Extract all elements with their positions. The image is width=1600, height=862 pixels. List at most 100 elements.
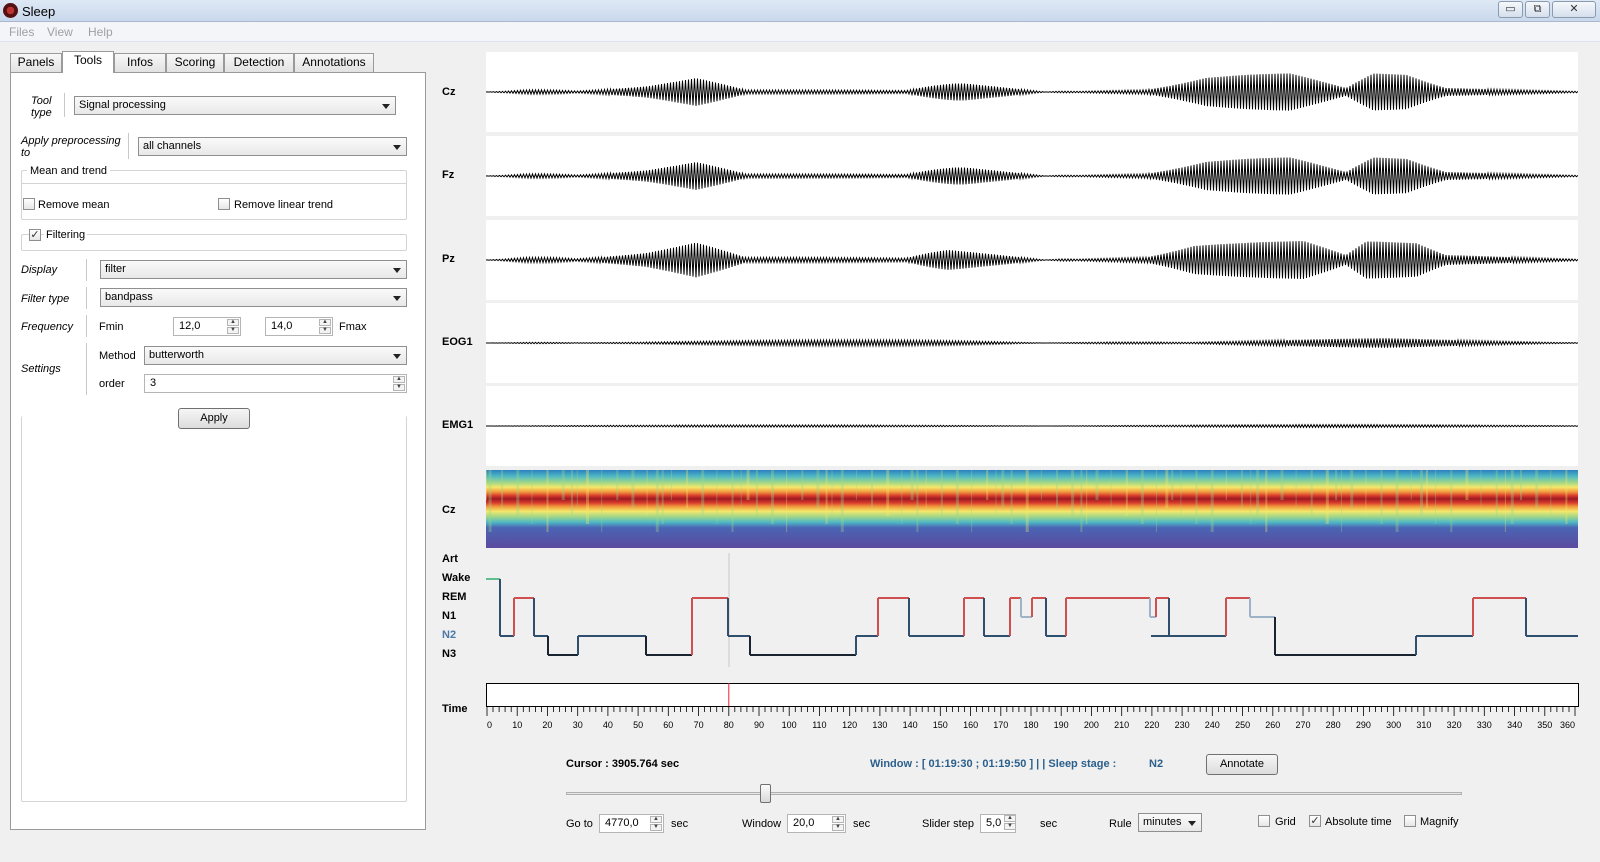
absolute-time-checkbox[interactable]: ✓: [1309, 815, 1321, 827]
spectrogram-streak: [616, 470, 619, 500]
separator: [86, 315, 87, 337]
spectrogram-streak: [486, 470, 487, 500]
mean-trend-group: [21, 170, 407, 220]
spectrogram-streak: [986, 470, 989, 500]
rule-select[interactable]: minutes: [1138, 813, 1202, 832]
spectrogram-streak: [1180, 470, 1182, 516]
hypnogram[interactable]: [486, 553, 1578, 667]
timeline-tick-label: 80: [724, 720, 734, 730]
tool-type-select[interactable]: Signal processing: [74, 96, 396, 115]
fmin-input[interactable]: 12,0 ▲ ▼: [173, 317, 241, 336]
signal-trace: [486, 338, 1579, 348]
timeline[interactable]: 0 10 20 30 40 50 60 70 80 90 100 110 120 130 140 150 160…: [486, 683, 1580, 733]
spectrogram-streak: [771, 470, 774, 524]
spectrogram-streak: [1520, 470, 1522, 500]
spectrogram-streak: [1080, 470, 1083, 532]
display-select[interactable]: filter: [100, 260, 407, 279]
spin-down-icon[interactable]: ▼: [1004, 823, 1016, 830]
spectrogram-streak: [995, 470, 997, 516]
magnify-checkbox[interactable]: [1404, 815, 1416, 827]
tab-panels[interactable]: Panels: [10, 53, 62, 72]
close-button[interactable]: ✕: [1552, 1, 1596, 18]
spin-down-icon[interactable]: ▼: [393, 384, 405, 391]
spin-up-icon[interactable]: ▲: [832, 816, 844, 823]
display-value: filter: [105, 263, 126, 275]
spectrogram-streak: [546, 470, 549, 532]
slider-step-value: 5,0: [986, 817, 1002, 829]
time-slider-handle[interactable]: [760, 784, 771, 803]
signal-plot-eog1[interactable]: [486, 303, 1579, 383]
signal-plot-fz[interactable]: [485, 136, 1579, 216]
apply-to-select[interactable]: all channels: [138, 137, 407, 156]
spectrogram-streak: [955, 470, 959, 524]
spectrogram-streak: [1310, 470, 1313, 516]
window-input[interactable]: 20,0 ▲ ▼: [787, 814, 846, 833]
method-select[interactable]: butterworth: [144, 346, 407, 365]
annotate-button[interactable]: Annotate: [1206, 754, 1278, 775]
spectrogram-streak: [755, 470, 758, 516]
timeline-tick-label: 70: [694, 720, 704, 730]
stage-label-wake: Wake: [442, 572, 471, 584]
remove-mean-checkbox[interactable]: [23, 198, 35, 210]
timeline-tick-label: 30: [573, 720, 583, 730]
filtering-checkbox[interactable]: ✓: [29, 229, 41, 241]
apply-button[interactable]: Apply: [178, 408, 250, 429]
spectrogram[interactable]: [486, 470, 1578, 548]
spectrogram-streak: [1335, 470, 1338, 500]
goto-input[interactable]: 4770,0 ▲ ▼: [599, 814, 664, 833]
order-input[interactable]: 3 ▲ ▼: [144, 374, 407, 393]
spectrogram-streak: [901, 470, 903, 524]
spin-up-icon[interactable]: ▲: [319, 319, 331, 326]
tab-tools[interactable]: Tools: [62, 51, 114, 73]
spin-down-icon[interactable]: ▼: [650, 824, 662, 831]
filtering-label: Filtering: [44, 229, 88, 241]
timeline-tick-label: 270: [1295, 720, 1310, 730]
minimize-button[interactable]: ▭: [1498, 1, 1523, 18]
spectrogram-streak: [1265, 470, 1268, 532]
spin-up-icon[interactable]: ▲: [1004, 815, 1016, 822]
menu-files[interactable]: Files: [9, 25, 35, 39]
spectrogram-streak: [840, 470, 844, 532]
spectrogram-streak: [1480, 470, 1482, 508]
tab-detection[interactable]: Detection: [224, 53, 294, 72]
spectrogram-streak: [531, 470, 533, 524]
remove-linear-trend-checkbox[interactable]: [218, 198, 230, 210]
window-label: Window: [742, 818, 782, 830]
spectrogram-streak: [1380, 470, 1383, 524]
slider-step-label: Slider step: [922, 818, 974, 830]
spectrogram-streak: [886, 470, 890, 516]
spectrogram-streak: [686, 470, 689, 508]
spin-up-icon[interactable]: ▲: [393, 376, 405, 383]
timeline-tick-label: 340: [1507, 720, 1522, 730]
spin-down-icon[interactable]: ▼: [832, 824, 844, 831]
apply-to-value: all channels: [143, 140, 202, 152]
panel-frame: [21, 416, 407, 802]
signal-plot-pz[interactable]: [485, 220, 1579, 300]
maximize-button[interactable]: ⧉: [1525, 1, 1550, 18]
time-slider-track[interactable]: [566, 792, 1462, 795]
spin-down-icon[interactable]: ▼: [227, 327, 239, 334]
fmax-input[interactable]: 14,0 ▲ ▼: [265, 317, 333, 336]
tab-annotations[interactable]: Annotations: [294, 53, 374, 72]
spectrogram-streak: [816, 470, 820, 508]
menu-help[interactable]: Help: [88, 25, 113, 39]
signal-plot-cz[interactable]: [485, 52, 1579, 132]
channel-label-fz: Fz: [442, 169, 455, 181]
spin-down-icon[interactable]: ▼: [319, 327, 331, 334]
spectrogram-streak: [1256, 470, 1260, 516]
spectrogram-streak: [1350, 470, 1354, 508]
timeline-tick-label: 180: [1023, 720, 1038, 730]
grid-checkbox[interactable]: [1258, 815, 1270, 827]
spin-up-icon[interactable]: ▲: [650, 816, 662, 823]
signal-plot-emg1[interactable]: [486, 386, 1579, 466]
tab-scoring[interactable]: Scoring: [166, 53, 224, 72]
separator: [86, 343, 87, 395]
menu-view[interactable]: View: [47, 25, 73, 39]
filter-type-select[interactable]: bandpass: [100, 288, 407, 307]
tab-infos[interactable]: Infos: [114, 53, 166, 72]
spectrogram-streak: [1495, 470, 1498, 516]
timeline-tick-label: 260: [1265, 720, 1280, 730]
tools-panel: Tool type Signal processing Apply prepro…: [10, 72, 426, 830]
spin-up-icon[interactable]: ▲: [227, 319, 239, 326]
spectrogram-streak: [1550, 470, 1552, 516]
